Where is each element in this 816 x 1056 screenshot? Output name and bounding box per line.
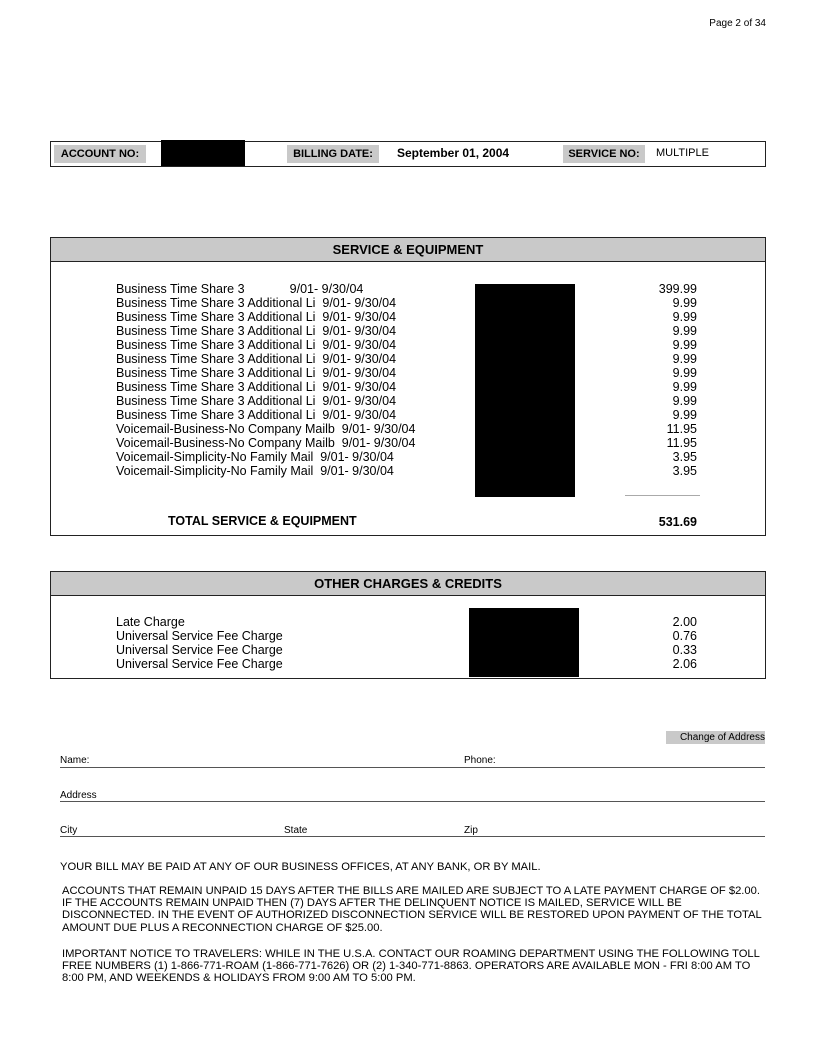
page-number: Page 2 of 34: [709, 18, 766, 29]
billing-date-label: BILLING DATE:: [287, 145, 379, 163]
line-item-amount: 2.00: [672, 615, 697, 629]
line-item-amount: 9.99: [672, 310, 697, 324]
line-item-amount: 3.95: [672, 464, 697, 478]
line-item-amount: 9.99: [672, 338, 697, 352]
line-item-amount: 11.95: [666, 422, 697, 436]
redacted-phone-numbers: [475, 284, 575, 497]
zip-label: Zip: [464, 825, 478, 836]
line-item-amount: 9.99: [672, 296, 697, 310]
account-header: ACCOUNT NO: BILLING DATE: September 01, …: [50, 140, 766, 167]
line-item-description: Business Time Share 3 Additional Li 9/01…: [116, 310, 397, 324]
address-field[interactable]: [60, 801, 765, 802]
line-item-amount: 9.99: [672, 394, 697, 408]
account-label: ACCOUNT NO:: [54, 145, 146, 163]
name-phone-field[interactable]: [60, 767, 765, 768]
line-item-description: Business Time Share 3 Additional Li 9/01…: [116, 296, 397, 310]
line-item-description: Universal Service Fee Charge: [116, 629, 283, 643]
line-item-amount: 0.76: [672, 629, 697, 643]
address-label: Address: [60, 790, 97, 801]
service-equipment-title: SERVICE & EQUIPMENT: [51, 238, 765, 262]
line-item-description: Business Time Share 3 Additional Li 9/01…: [116, 338, 397, 352]
payment-notice: YOUR BILL MAY BE PAID AT ANY OF OUR BUSI…: [60, 861, 541, 873]
travelers-notice: IMPORTANT NOTICE TO TRAVELERS: WHILE IN …: [62, 948, 760, 985]
line-item-description: Late Charge: [116, 615, 185, 629]
line-item-description: Business Time Share 3 Additional Li 9/01…: [116, 324, 397, 338]
line-item-amount: 9.99: [672, 366, 697, 380]
service-equipment-section: SERVICE & EQUIPMENT Business Time Share …: [50, 237, 766, 536]
line-item-description: Universal Service Fee Charge: [116, 657, 283, 671]
line-item-amount: 2.06: [672, 657, 697, 671]
change-of-address-title: Change of Address: [666, 731, 765, 744]
line-item-description: Business Time Share 3 Additional Li 9/01…: [116, 352, 397, 366]
line-item-amount: 399.99: [658, 282, 697, 296]
line-item-description: Business Time Share 3 Additional Li 9/01…: [116, 380, 397, 394]
redacted-account-number: [161, 140, 245, 166]
line-item-description: Voicemail-Simplicity-No Family Mail 9/01…: [116, 450, 394, 464]
line-item-amount: 11.95: [666, 436, 697, 450]
line-item-description: Business Time Share 3 Additional Li 9/01…: [116, 366, 397, 380]
other-charges-section: OTHER CHARGES & CREDITS Late Charge 2.00 U…: [50, 571, 766, 679]
line-item-description: Business Time Share 3 Additional Li 9/01…: [116, 394, 397, 408]
line-item-description: Business Time Share 3 Additional Li 9/01…: [116, 408, 397, 422]
line-item-description: Business Time Share 3 9/01- 9/30/04: [116, 282, 364, 296]
total-label: TOTAL SERVICE & EQUIPMENT: [168, 514, 357, 528]
other-charges-title: OTHER CHARGES & CREDITS: [51, 572, 765, 596]
line-item-description: Voicemail-Business-No Company Mailb 9/01…: [116, 422, 416, 436]
name-label: Name:: [60, 755, 90, 766]
city-label: City: [60, 825, 78, 836]
subtotal-divider: [625, 495, 700, 496]
line-item-description: Voicemail-Business-No Company Mailb 9/01…: [116, 436, 416, 450]
line-item-description: Voicemail-Simplicity-No Family Mail 9/01…: [116, 464, 394, 478]
line-item-description: Universal Service Fee Charge: [116, 643, 283, 657]
total-amount: 531.69: [658, 515, 697, 529]
service-number: MULTIPLE: [656, 147, 709, 159]
billing-date: September 01, 2004: [397, 146, 510, 160]
line-item-amount: 9.99: [672, 408, 697, 422]
service-label: SERVICE NO:: [563, 145, 645, 163]
city-state-zip-field[interactable]: [60, 836, 765, 837]
line-item-amount: 0.33: [672, 643, 697, 657]
line-item-amount: 9.99: [672, 324, 697, 338]
phone-label: Phone:: [464, 755, 496, 766]
late-payment-notice: ACCOUNTS THAT REMAIN UNPAID 15 DAYS AFTE…: [62, 885, 762, 934]
line-item-amount: 9.99: [672, 352, 697, 366]
line-item-amount: 9.99: [672, 380, 697, 394]
line-item-amount: 3.95: [672, 450, 697, 464]
state-label: State: [284, 825, 308, 836]
redacted-phone-numbers: [469, 608, 579, 677]
